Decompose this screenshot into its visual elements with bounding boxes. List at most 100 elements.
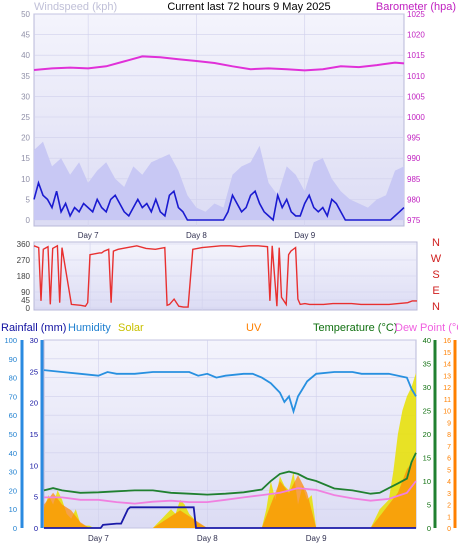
rain-tick-0: 0 <box>34 524 38 533</box>
wind-axis-label: Windspeed (kph) <box>34 1 117 13</box>
uv-tick-13: 13 <box>443 373 451 380</box>
cond-xtick-2: Day 9 <box>306 534 327 543</box>
dewpoint-label: Dew Point (°C) <box>395 322 458 334</box>
temp-tick-10: 10 <box>423 477 431 486</box>
uv-tick-3: 3 <box>447 491 451 498</box>
temperature-label: Temperature (°C) <box>313 322 397 334</box>
rainfall-label: Rainfall (mm) <box>1 322 66 334</box>
barometer-tick-1005: 1005 <box>407 92 425 101</box>
wind-tick-5: 5 <box>26 195 31 204</box>
solar-label: Solar <box>118 322 144 334</box>
dir-tick-360: 360 <box>17 240 31 249</box>
barometer-tick-980: 980 <box>407 195 421 204</box>
wind-tick-50: 50 <box>21 10 30 19</box>
uv-tick-2: 2 <box>447 503 451 510</box>
dir-tick-180: 180 <box>17 272 31 281</box>
dir-tick-0: 0 <box>26 304 31 313</box>
barometer-tick-1020: 1020 <box>407 31 425 40</box>
wind-xtick-1: Day 8 <box>186 231 207 240</box>
humidity-tick-30: 30 <box>9 468 17 477</box>
solar-area <box>44 372 416 528</box>
rain-tick-20: 20 <box>30 399 38 408</box>
uv-tick-0: 0 <box>447 526 451 533</box>
temp-tick-15: 15 <box>423 454 431 463</box>
uv-tick-8: 8 <box>447 432 451 439</box>
compass-label-1: W <box>431 253 442 265</box>
temp-tick-0: 0 <box>427 524 431 533</box>
wind-xtick-0: Day 7 <box>78 231 99 240</box>
uv-area <box>44 457 416 528</box>
dir-tick-45: 45 <box>21 296 30 305</box>
uv-tick-4: 4 <box>447 479 451 486</box>
chart-title: Current last 72 hours 9 May 2025 <box>167 1 330 13</box>
barometer-axis-label: Barometer (hpa) <box>376 1 456 13</box>
wind-tick-10: 10 <box>21 175 30 184</box>
humidity-tick-90: 90 <box>9 355 17 364</box>
cond-xtick-1: Day 8 <box>197 534 218 543</box>
uv-tick-9: 9 <box>447 420 451 427</box>
rainfall-line <box>44 506 416 529</box>
temperature-line <box>43 452 417 496</box>
windspeed-line <box>33 180 405 222</box>
wind-tick-0: 0 <box>26 216 31 225</box>
uv-tick-11: 11 <box>444 397 451 404</box>
uv-tick-1: 1 <box>447 514 451 521</box>
humidity-tick-70: 70 <box>9 392 17 401</box>
uv-tick-7: 7 <box>447 444 451 451</box>
wind-tick-15: 15 <box>21 154 30 163</box>
rain-tick-15: 15 <box>30 430 38 439</box>
uv-tick-16: 16 <box>443 338 451 345</box>
wind-direction-line <box>33 244 417 308</box>
temp-tick-20: 20 <box>423 430 431 439</box>
humidity-tick-100: 100 <box>4 336 17 345</box>
temp-tick-35: 35 <box>423 360 431 369</box>
barometer-tick-1025: 1025 <box>407 10 425 19</box>
barometer-tick-1010: 1010 <box>407 72 425 81</box>
temp-tick-40: 40 <box>423 336 431 345</box>
barometer-tick-990: 990 <box>407 154 421 163</box>
barometer-tick-975: 975 <box>407 216 421 225</box>
rain-tick-10: 10 <box>30 461 38 470</box>
wind-xtick-2: Day 9 <box>294 231 315 240</box>
dir-tick-90: 90 <box>21 288 30 297</box>
compass-label-4: N <box>432 301 440 313</box>
uv-tick-6: 6 <box>447 456 451 463</box>
humidity-line <box>43 369 417 415</box>
rain-tick-30: 30 <box>30 336 38 345</box>
rain-tick-5: 5 <box>34 493 38 502</box>
barometer-tick-985: 985 <box>407 175 421 184</box>
wind-tick-25: 25 <box>21 113 30 122</box>
barometer-tick-1015: 1015 <box>407 51 425 60</box>
temp-tick-30: 30 <box>423 383 431 392</box>
humidity-tick-10: 10 <box>9 505 17 514</box>
uv-tick-14: 14 <box>443 362 451 369</box>
uv-tick-15: 15 <box>443 350 451 357</box>
temp-tick-5: 5 <box>427 501 431 510</box>
uv-tick-10: 10 <box>443 409 451 416</box>
barometer-tick-1000: 1000 <box>407 113 425 122</box>
uv-tick-5: 5 <box>447 467 451 474</box>
uv-tick-12: 12 <box>443 385 451 392</box>
compass-label-0: N <box>432 237 440 249</box>
temp-tick-25: 25 <box>423 407 431 416</box>
barometer-line <box>33 55 405 72</box>
humidity-tick-0: 0 <box>13 524 17 533</box>
wind-tick-45: 45 <box>21 31 30 40</box>
cond-xtick-0: Day 7 <box>88 534 109 543</box>
humidity-label: Humidity <box>68 322 111 334</box>
rain-tick-25: 25 <box>30 367 38 376</box>
humidity-tick-60: 60 <box>9 411 17 420</box>
barometer-tick-995: 995 <box>407 134 421 143</box>
compass-label-3: E <box>432 285 439 297</box>
wind-tick-30: 30 <box>21 92 30 101</box>
wind-tick-35: 35 <box>21 72 30 81</box>
compass-label-2: S <box>432 269 439 281</box>
uv-label: UV <box>246 322 262 334</box>
wind-tick-40: 40 <box>21 51 30 60</box>
dir-tick-270: 270 <box>17 256 31 265</box>
dewpoint-line <box>44 480 417 505</box>
humidity-tick-50: 50 <box>9 430 17 439</box>
humidity-tick-40: 40 <box>9 449 17 458</box>
humidity-tick-80: 80 <box>9 374 17 383</box>
